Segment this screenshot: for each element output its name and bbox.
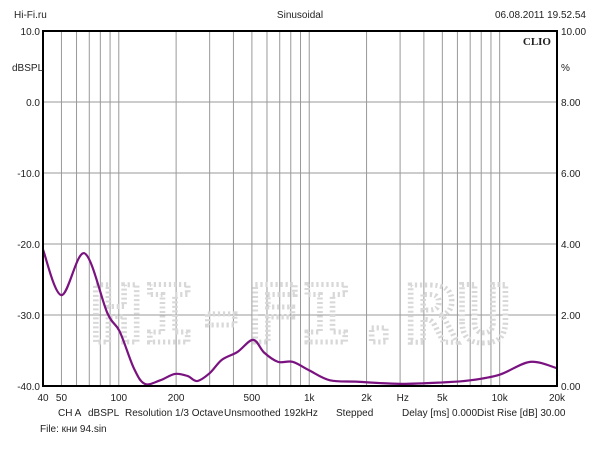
y-axis-label: dBSPL <box>12 63 44 74</box>
y2-tick-label: 6.00 <box>561 169 581 180</box>
x-tick-label: 200 <box>168 393 185 404</box>
y2-tick-label: 4.00 <box>561 240 581 251</box>
footer-setting: dBSPL <box>88 408 120 419</box>
x-tick-label: 100 <box>110 393 127 404</box>
x-tick-label: 5k <box>437 393 449 404</box>
x-tick-label: 50 <box>56 393 68 404</box>
y2-tick-label: 0.00 <box>561 382 581 393</box>
clio-logo: CLIO <box>523 36 552 48</box>
series-layer <box>41 249 558 386</box>
x-tick-labels: 40 50 100 200 500 1k 2k Hz 5k 10k 20k <box>37 393 566 404</box>
series-line-ch-a <box>41 249 558 386</box>
footer-setting: 192kHz <box>284 408 318 419</box>
y2-axis-label: % <box>561 63 570 74</box>
x-tick-label: 500 <box>244 393 261 404</box>
footer-setting: Dist Rise [dB] 30.00 <box>477 408 566 419</box>
y-tick-labels: 10.0 10.00 0.0 8.00 -10.0 6.00 -20.0 4.00 -30.0 2… <box>17 27 586 393</box>
footer-setting: Stepped <box>336 408 373 419</box>
header-site: Hi-Fi.ru <box>14 10 47 21</box>
footer-setting: Resolution 1/3 Octave <box>125 408 224 419</box>
y-tick-label: 10.0 <box>21 27 41 38</box>
grid <box>42 30 558 387</box>
footer-setting: Delay [ms] 0.000 <box>402 408 477 419</box>
footer-setting: Unsmoothed <box>224 408 281 419</box>
y-tick-label: 0.0 <box>26 98 40 109</box>
x-tick-label: 40 <box>37 393 49 404</box>
y2-tick-label: 2.00 <box>561 311 581 322</box>
x-tick-label: 2k <box>361 393 373 404</box>
y-tick-label: -30.0 <box>17 311 40 322</box>
watermark: HI-FI.RU <box>90 271 510 361</box>
footer-setting: CH A <box>58 408 82 419</box>
x-tick-label: Hz <box>397 393 409 404</box>
y-tick-label: -40.0 <box>17 382 40 393</box>
file-name: File: кни 94.sin <box>40 424 107 435</box>
x-tick-label: 1k <box>304 393 316 404</box>
y-tick-label: -10.0 <box>17 169 40 180</box>
y2-tick-label: 8.00 <box>561 98 581 109</box>
chart-title: Sinusoidal <box>277 10 323 21</box>
x-tick-label: 10k <box>492 393 509 404</box>
y-tick-label: -20.0 <box>17 240 40 251</box>
x-tick-label: 20k <box>549 393 566 404</box>
plot-frame <box>42 30 558 387</box>
footer-settings: CH A dBSPL Resolution 1/3 Octave Unsmoothed… <box>58 408 566 419</box>
header-timestamp: 06.08.2011 19.52.54 <box>495 10 586 21</box>
y2-tick-label: 10.00 <box>561 27 586 38</box>
